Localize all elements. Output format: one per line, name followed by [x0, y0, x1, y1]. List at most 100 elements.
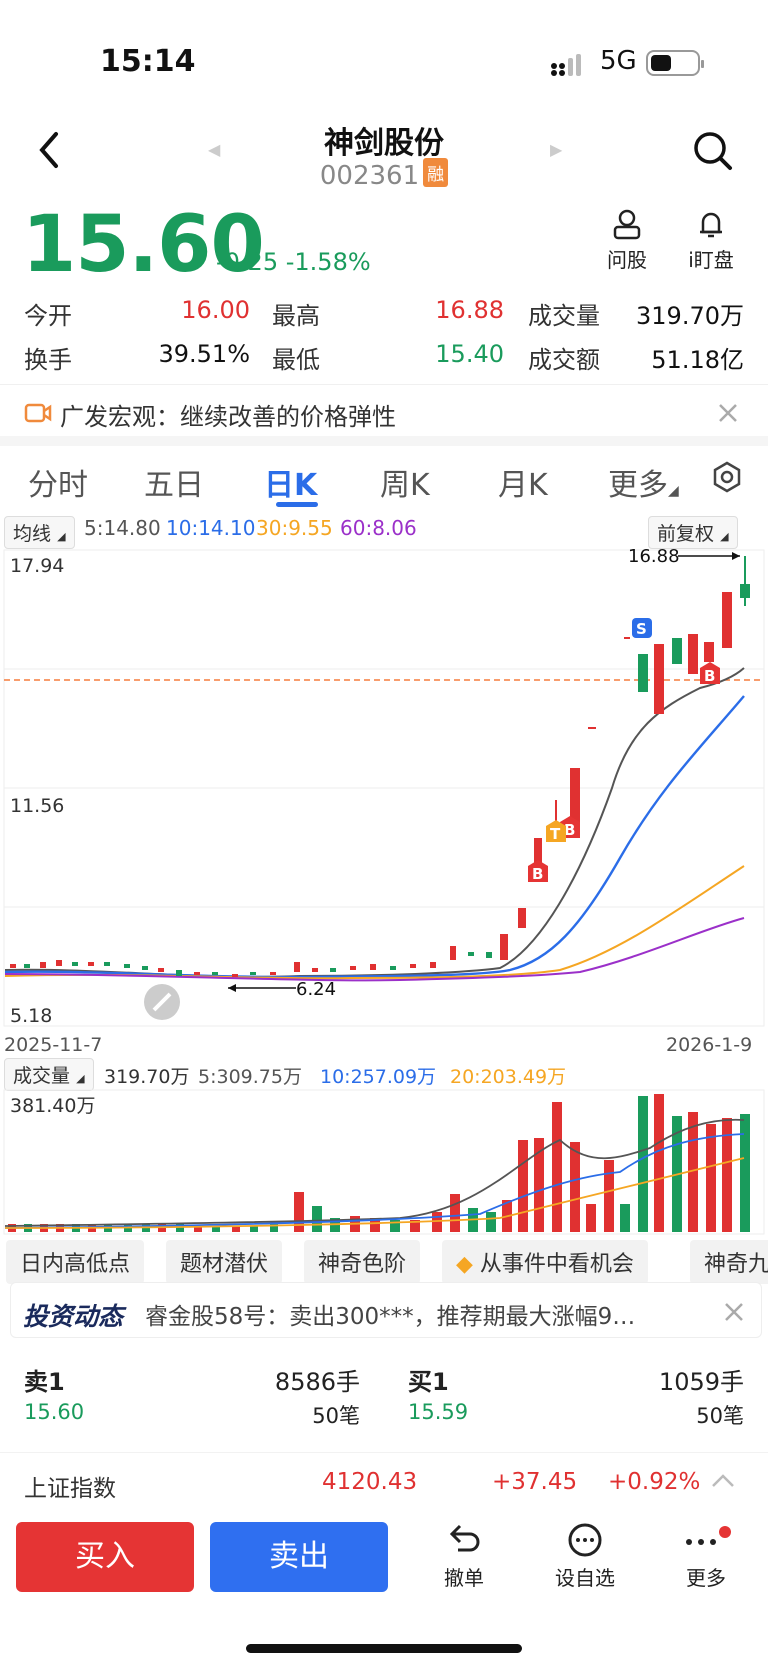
tab-monthly-k[interactable]: 月K	[498, 468, 548, 503]
tab-daily-k[interactable]: 日K	[264, 468, 318, 503]
bell-icon	[700, 212, 722, 238]
index-change: +37.45	[492, 1469, 578, 1495]
ma-selector[interactable]: 均线 ◢	[4, 516, 75, 549]
high-value: 16.88	[435, 296, 504, 324]
back-arrow-icon[interactable]	[30, 128, 70, 172]
more-dots-icon	[686, 1526, 731, 1545]
sell1-label: 卖1	[24, 1368, 65, 1396]
search-icon[interactable]	[690, 128, 736, 174]
home-indicator[interactable]	[246, 1644, 522, 1653]
adjust-selector[interactable]: 前复权 ◢	[648, 516, 738, 549]
ma60-line	[4, 917, 745, 982]
close-icon[interactable]	[716, 401, 740, 425]
turnover-value: 39.51%	[158, 340, 250, 368]
vol-ma10: 10:257.09万	[320, 1066, 437, 1088]
axis-max-label: 17.94	[10, 555, 64, 577]
settings-hex-icon[interactable]	[710, 460, 744, 494]
tab-weekly-k[interactable]: 周K	[380, 468, 430, 503]
high-mark-label: 16.88	[628, 548, 680, 567]
next-stock-icon[interactable]: ▶	[550, 140, 563, 159]
ma5-value: 5:14.80	[84, 516, 161, 540]
dynamics-text: 睿金股58号：卖出300***，推荐期最大涨幅9…	[145, 1304, 636, 1330]
investment-dynamics[interactable]: 投资动态 睿金股58号：卖出300***，推荐期最大涨幅9…	[10, 1282, 762, 1338]
ma10-value: 10:14.10	[166, 516, 256, 540]
tab-more[interactable]: 更多◢	[608, 468, 679, 503]
volume-value: 319.70万	[636, 302, 744, 330]
buy1-count: 50笔	[696, 1404, 744, 1428]
low-label: 最低	[272, 346, 320, 374]
index-bar[interactable]: 上证指数 4120.43 +37.45 +0.92%	[0, 1452, 768, 1512]
video-icon	[24, 403, 52, 423]
cancel-order-button[interactable]: 撤单	[434, 1522, 494, 1591]
low-mark-label: 6.24	[296, 979, 336, 1000]
open-label: 今开	[24, 302, 72, 330]
news-banner[interactable]: 广发宏观：继续改善的价格弹性	[0, 384, 768, 440]
svg-text:S: S	[636, 620, 647, 638]
price-change: -0.25 -1.58%	[216, 248, 371, 276]
volume-selector[interactable]: 成交量 ◢	[4, 1058, 94, 1091]
chip-event[interactable]: ◆ 从事件中看机会	[442, 1240, 648, 1284]
open-value: 16.00	[181, 296, 250, 324]
sell-button[interactable]: 卖出	[210, 1522, 388, 1592]
network-label: 5G	[600, 46, 637, 76]
axis-min-label: 5.18	[10, 1005, 52, 1027]
vol-ma20: 20:203.49万	[450, 1066, 567, 1088]
add-watchlist-label: 设自选	[555, 1566, 615, 1590]
chip-nine[interactable]: 神奇九	[690, 1240, 768, 1284]
add-watchlist-button[interactable]: 设自选	[550, 1522, 620, 1591]
vol-ma5: 5:309.75万	[198, 1066, 302, 1088]
signal-icon	[551, 54, 581, 76]
ask-stock-button[interactable]: 问股	[596, 208, 658, 273]
buy1-price: 15.59	[408, 1400, 469, 1424]
person-question-icon	[613, 209, 641, 240]
close-icon[interactable]	[723, 1301, 745, 1323]
sell1-volume: 8586手	[274, 1368, 360, 1396]
prev-stock-icon[interactable]: ◀	[208, 140, 221, 159]
stock-code: 002361	[319, 161, 420, 191]
more-button[interactable]: 更多	[676, 1522, 736, 1591]
vol-max-label: 381.40万	[10, 1095, 95, 1117]
volume-label: 成交量	[528, 302, 600, 330]
watch-button[interactable]: i盯盘	[678, 208, 744, 273]
feature-chips: 日内高低点 题材潜伏 神奇色阶 ◆ 从事件中看机会 神奇九	[0, 1238, 768, 1284]
trade-markers: S B B T B	[528, 618, 720, 883]
current-price: 15.60	[22, 200, 265, 290]
dynamics-title: 投资动态	[23, 1302, 124, 1331]
axis-mid-label: 11.56	[10, 795, 64, 817]
amount-value: 51.18亿	[651, 346, 744, 374]
undo-icon	[449, 1524, 480, 1552]
chip-color[interactable]: 神奇色阶	[304, 1240, 421, 1284]
news-text: 广发宏观：继续改善的价格弹性	[60, 403, 396, 431]
status-time: 15:14	[100, 44, 196, 79]
end-date: 2026-1-9	[666, 1034, 753, 1056]
turnover-label: 换手	[24, 346, 72, 374]
high-label: 最高	[272, 302, 320, 330]
vol-value: 319.70万	[104, 1066, 190, 1088]
buy1-volume: 1059手	[658, 1368, 744, 1396]
svg-text:B: B	[532, 865, 543, 883]
chevron-up-icon[interactable]	[710, 1473, 736, 1489]
chip-theme[interactable]: 题材潜伏	[166, 1240, 283, 1284]
start-date: 2025-11-7	[4, 1034, 103, 1056]
stock-code-line: 002361 融	[0, 158, 768, 191]
margin-badge: 融	[423, 158, 449, 187]
buy-button[interactable]: 买入	[16, 1522, 194, 1592]
svg-text:B: B	[704, 667, 715, 685]
svg-text:T: T	[550, 825, 561, 843]
volume-chart: 381.40万	[3, 1089, 765, 1235]
ma5-line	[4, 667, 745, 978]
divider	[0, 436, 768, 446]
tab-5day[interactable]: 五日	[144, 468, 204, 503]
ask-stock-label: 问股	[607, 248, 647, 272]
sell1-price: 15.60	[24, 1400, 85, 1424]
tab-intraday[interactable]: 分时	[28, 468, 88, 503]
ma30-line	[4, 865, 745, 980]
watch-label: i盯盘	[688, 248, 734, 272]
kline-chart[interactable]: 17.94 11.56 5.18 S B B	[0, 548, 768, 1028]
ma10-line	[4, 695, 745, 979]
ma60-value: 60:8.06	[340, 516, 417, 540]
index-name: 上证指数	[24, 1476, 116, 1502]
chip-intraday-hl[interactable]: 日内高低点	[6, 1240, 145, 1284]
stock-name: 神剑股份	[324, 126, 444, 161]
ma30-value: 30:9.55	[256, 516, 333, 540]
